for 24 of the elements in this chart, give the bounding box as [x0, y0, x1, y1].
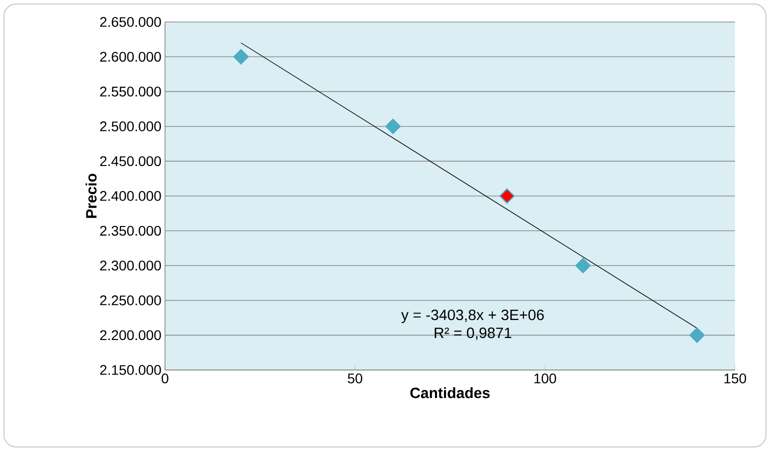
x-axis-title: Cantidades [410, 387, 490, 398]
y-axis-title: Precio [86, 174, 97, 218]
annotation: y = -3403,8x + 3E+06 [401, 310, 544, 324]
x-tick-label: 0 [162, 373, 168, 384]
y-tick-label: 2.450.000 [100, 156, 161, 166]
y-tick-label: 2.200.000 [100, 330, 161, 340]
point [689, 328, 705, 343]
point [233, 49, 249, 64]
y-tick-label: 2.300.000 [100, 260, 161, 271]
y-tick-label: 2.350.000 [100, 226, 161, 236]
x-tick-label: 150 [724, 373, 746, 384]
x-tick-label: 50 [348, 373, 362, 384]
point [499, 188, 515, 204]
y-tick-label: 2.250.000 [100, 295, 161, 306]
point [575, 258, 591, 274]
y-tick-label: 2.600.000 [100, 52, 161, 62]
x-tick-label: 100 [534, 373, 556, 384]
annotation: R² = 0,9871 [434, 328, 512, 340]
y-tick-label: 2.500.000 [100, 121, 161, 132]
point [385, 118, 401, 134]
y-tick-label: 2.650.000 [100, 17, 161, 27]
y-tick-label: 2.400.000 [100, 191, 161, 201]
y-tick-label: 2.550.000 [100, 86, 161, 97]
y-tick-label: 2.150.000 [100, 365, 161, 375]
